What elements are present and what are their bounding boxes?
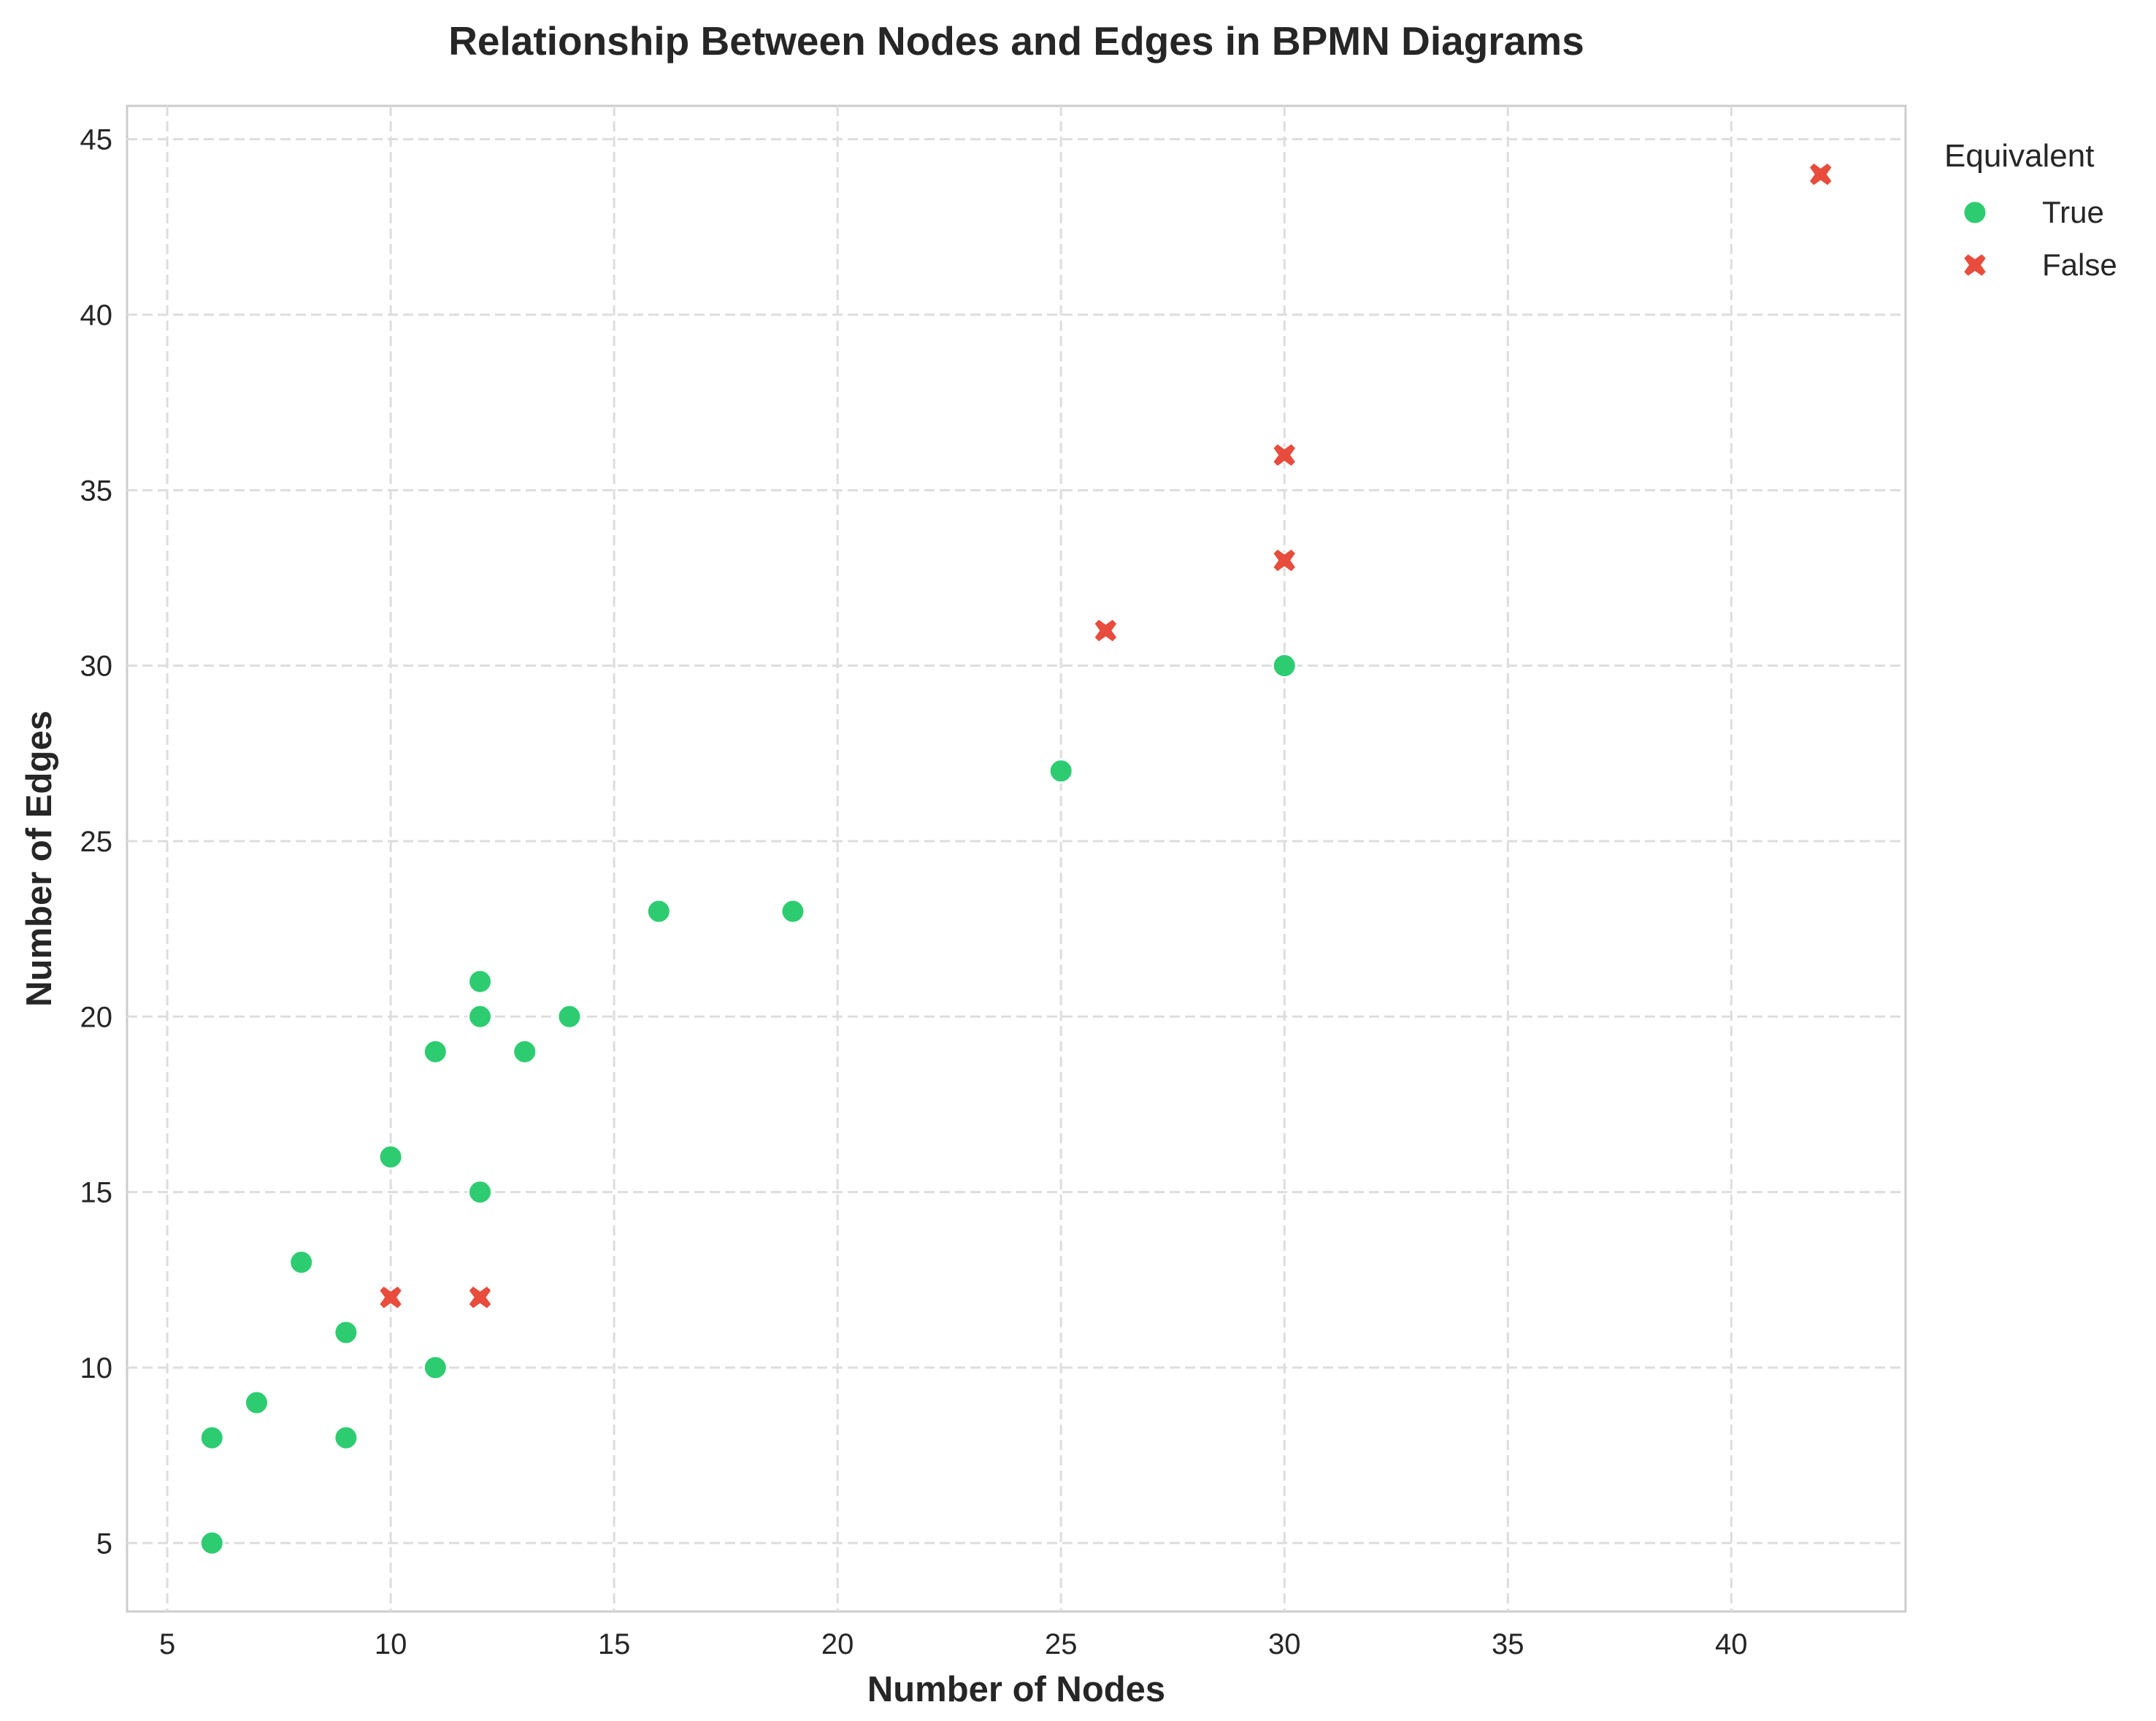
- data-point-circle: [288, 1249, 315, 1276]
- y-tick-label: 30: [80, 651, 113, 683]
- data-point-circle: [333, 1319, 359, 1346]
- data-point-x: [1093, 618, 1119, 643]
- chart-title: Relationship Between Nodes and Edges in …: [448, 18, 1584, 64]
- plot-area: [126, 104, 1907, 1613]
- x-tick-label: 40: [1715, 1628, 1748, 1660]
- x-tick-label: 5: [159, 1628, 175, 1660]
- legend-item-false: False: [1962, 248, 2117, 282]
- data-point-circle: [243, 1390, 269, 1416]
- y-tick-label: 5: [96, 1528, 112, 1560]
- data-point-circle: [467, 1179, 494, 1206]
- data-point-circle: [377, 1144, 404, 1170]
- y-tick-label: 40: [80, 299, 113, 331]
- x-tick-label: 35: [1492, 1628, 1524, 1660]
- data-point-circle: [467, 1003, 494, 1030]
- x-tick-label: 10: [375, 1628, 407, 1660]
- y-tick-label: 10: [80, 1352, 113, 1384]
- data-point-circle: [512, 1038, 538, 1065]
- grid-layer: [127, 106, 1906, 1611]
- x-axis-label: Number of Nodes: [867, 1670, 1165, 1709]
- series-false: [377, 161, 1834, 1311]
- y-tick-label: 35: [80, 475, 113, 507]
- data-point-circle: [780, 898, 806, 924]
- legend-title: Equivalent: [1944, 138, 2094, 174]
- data-point-circle: [333, 1425, 359, 1451]
- data-point-circle: [645, 898, 672, 924]
- data-point-x: [1271, 442, 1297, 468]
- y-axis-label: Number of Edges: [20, 710, 59, 1007]
- legend: Equivalent True False: [1944, 138, 2117, 282]
- legend-items: True False: [1962, 195, 2117, 282]
- data-point-circle: [1271, 653, 1297, 679]
- y-tick-label: 20: [80, 1001, 113, 1033]
- data-point-x: [377, 1284, 404, 1311]
- y-tick-label: 25: [80, 826, 113, 858]
- legend-marker-x: [1962, 252, 1988, 278]
- data-point-circle: [199, 1425, 225, 1451]
- x-tick-label: 25: [1045, 1628, 1078, 1660]
- data-point-circle: [422, 1354, 448, 1381]
- data-point-circle: [556, 1003, 583, 1030]
- data-point-circle: [1048, 758, 1074, 784]
- series-true: [199, 653, 1297, 1556]
- legend-label: False: [2042, 248, 2117, 282]
- x-tick-label: 20: [821, 1628, 854, 1660]
- data-point-circle: [422, 1038, 448, 1065]
- legend-item-true: True: [1962, 195, 2104, 229]
- x-tick-label: 30: [1268, 1628, 1301, 1660]
- data-point-circle: [467, 968, 494, 994]
- legend-marker-circle: [1962, 199, 1988, 226]
- data-point-x: [1271, 548, 1297, 573]
- x-tick-label: 15: [598, 1628, 631, 1660]
- data-point-x: [1808, 161, 1834, 188]
- ticks-layer: 5 10 15 20 25 30 35 40 5 10 15 20 25 30 35 40 45: [80, 124, 1748, 1660]
- y-tick-label: 15: [80, 1177, 113, 1209]
- y-tick-label: 45: [80, 124, 113, 156]
- legend-label: True: [2042, 195, 2104, 229]
- points-layer: [199, 161, 1834, 1556]
- data-point-x: [467, 1284, 493, 1311]
- data-point-circle: [199, 1530, 225, 1556]
